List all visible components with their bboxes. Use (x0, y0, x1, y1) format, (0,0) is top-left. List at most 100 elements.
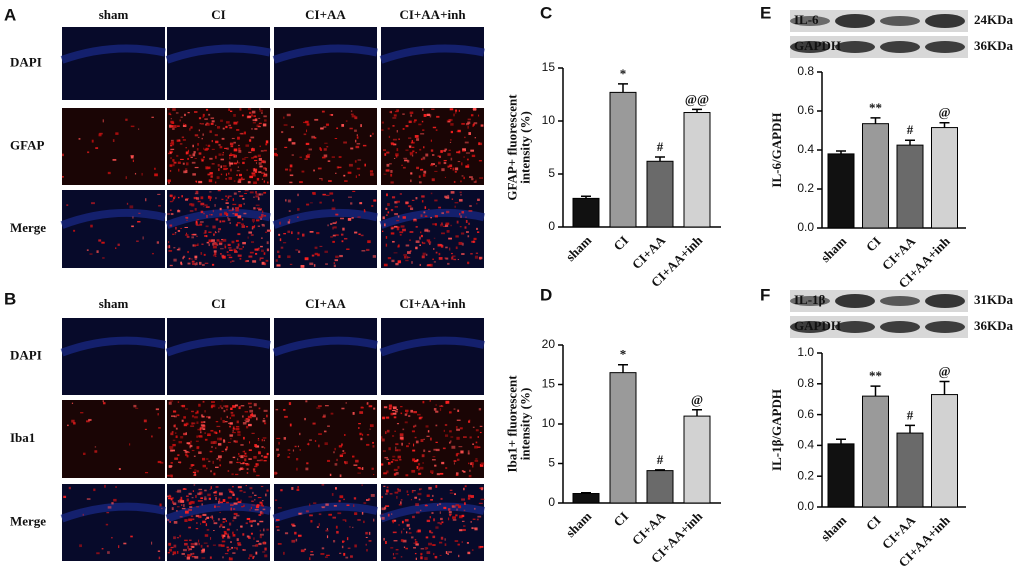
red-signal (276, 264, 281, 267)
red-signal (236, 222, 241, 224)
row-label: DAPI (10, 54, 42, 69)
error-bar (692, 108, 702, 113)
red-signal (453, 460, 457, 462)
red-signal (405, 409, 409, 412)
red-signal (184, 539, 188, 542)
red-signal (227, 536, 231, 539)
red-signal (187, 157, 189, 160)
red-signal (185, 170, 188, 173)
red-signal (352, 526, 354, 529)
red-signal (251, 226, 255, 228)
red-signal (191, 410, 194, 413)
red-signal (209, 556, 212, 559)
bar (572, 493, 600, 504)
red-signal (323, 148, 327, 151)
red-signal (226, 546, 229, 549)
red-signal (276, 448, 279, 451)
red-signal (198, 488, 203, 491)
red-signal (369, 424, 374, 428)
red-signal (199, 122, 201, 125)
red-signal (456, 458, 460, 461)
red-signal (210, 117, 215, 119)
red-signal (299, 156, 302, 159)
red-signal (448, 119, 451, 121)
red-signal (335, 221, 337, 223)
red-signal (235, 427, 240, 431)
red-signal (424, 557, 428, 561)
red-signal (232, 508, 236, 510)
red-signal (212, 254, 216, 257)
red-signal (250, 532, 253, 535)
red-signal (382, 149, 387, 151)
red-signal (181, 195, 183, 198)
red-signal (101, 548, 104, 550)
red-signal (182, 433, 186, 435)
red-signal (433, 237, 436, 239)
red-signal (468, 420, 471, 423)
red-signal (193, 474, 196, 476)
significance-mark: # (907, 122, 914, 137)
column-label: CI+AA (305, 296, 346, 311)
red-signal (385, 214, 388, 216)
red-signal (450, 191, 455, 194)
red-signal (242, 549, 246, 551)
red-signal (387, 257, 392, 260)
red-signal (184, 226, 188, 228)
red-signal (229, 461, 233, 464)
red-signal (387, 127, 390, 130)
red-signal (263, 439, 265, 442)
red-signal (227, 218, 231, 221)
red-signal (393, 519, 397, 522)
red-signal (332, 226, 334, 230)
red-signal (422, 174, 426, 177)
red-signal (397, 215, 400, 218)
red-signal (319, 147, 322, 150)
red-signal (192, 173, 196, 176)
red-signal (191, 422, 194, 425)
red-signal (338, 156, 342, 158)
red-signal (297, 231, 300, 235)
red-signal (406, 523, 410, 527)
red-signal (373, 518, 375, 522)
red-signal (236, 129, 240, 131)
red-signal (360, 437, 363, 441)
red-signal (455, 111, 457, 114)
red-signal (169, 170, 172, 172)
red-signal (319, 201, 322, 204)
red-signal (174, 424, 176, 428)
red-signal (197, 539, 200, 543)
red-signal (200, 431, 202, 434)
red-signal (205, 144, 208, 146)
red-signal (177, 454, 180, 456)
red-signal (386, 193, 388, 197)
red-signal (458, 554, 460, 558)
red-signal (444, 543, 447, 546)
red-signal (199, 491, 203, 495)
red-signal (439, 408, 442, 412)
red-signal (237, 254, 242, 257)
red-signal (176, 154, 179, 157)
red-signal (191, 236, 195, 239)
red-signal (187, 250, 189, 254)
red-signal (200, 210, 204, 214)
red-signal (417, 492, 422, 496)
red-signal (351, 115, 356, 118)
red-signal (372, 445, 375, 448)
red-signal (390, 181, 394, 184)
red-signal (438, 503, 442, 505)
red-signal (208, 243, 210, 247)
red-signal (429, 263, 433, 267)
red-signal (125, 176, 127, 180)
nuclei-band (60, 208, 166, 229)
red-signal (198, 515, 201, 519)
red-signal (236, 246, 239, 249)
significance-mark: ** (869, 368, 882, 383)
red-signal (229, 417, 231, 419)
red-signal (258, 162, 262, 165)
red-signal (175, 226, 177, 230)
red-signal (431, 108, 435, 110)
red-signal (412, 449, 416, 452)
red-signal (190, 440, 192, 443)
red-signal (394, 430, 396, 432)
red-signal (473, 181, 477, 183)
